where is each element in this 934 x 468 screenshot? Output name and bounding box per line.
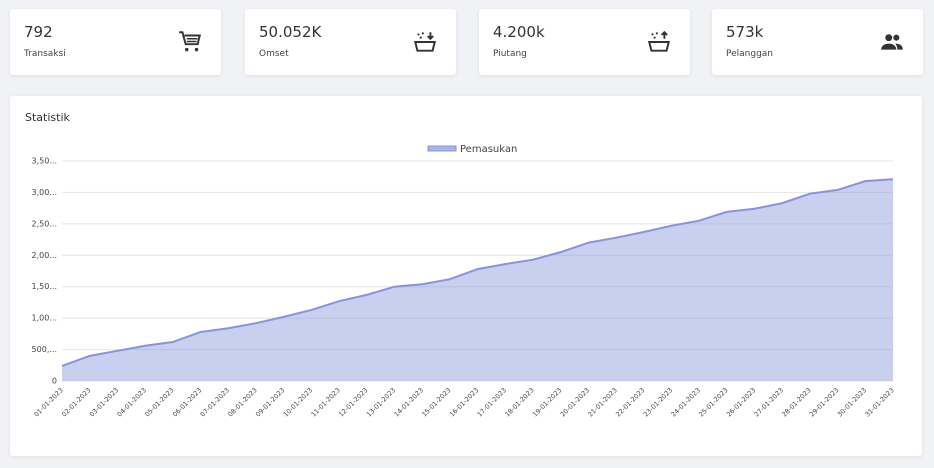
area: [62, 179, 893, 381]
stat-card[interactable]: 50.052K Omset: [245, 9, 456, 75]
y-tick-label: 2,00...: [32, 251, 57, 260]
stat-card[interactable]: 4.200k Piutang: [479, 9, 690, 75]
y-tick-label: 2,50...: [32, 219, 57, 228]
card-label: Pelanggan: [726, 49, 774, 59]
chart-title: Statistik: [25, 111, 71, 124]
card-label: Transaksi: [24, 49, 66, 59]
cart-icon: [179, 31, 201, 52]
y-tick-label: 0: [52, 377, 57, 386]
people-icon: [881, 34, 903, 50]
legend-swatch: [427, 145, 457, 152]
y-tick-label: 1,00...: [32, 314, 57, 323]
card-value: 573k: [726, 23, 764, 41]
card-value: 792: [24, 23, 53, 41]
chart: Statistik 0 500,... 1,00... 1,50... 2,00... 2…: [25, 111, 896, 419]
y-tick-label: 500,...: [32, 345, 57, 354]
x-tick-label: 31-01-2023: [863, 386, 895, 418]
card-label: Piutang: [493, 49, 527, 59]
legend-label: Pemasukan: [460, 144, 517, 155]
line: [61, 178, 894, 367]
y-tick-label: 1,50...: [32, 282, 57, 291]
card-value: 50.052K: [259, 23, 322, 41]
stat-card[interactable]: 573k Pelanggan: [712, 9, 923, 75]
card-label: Omset: [259, 49, 289, 59]
stat-card[interactable]: 792 Transaksi: [10, 9, 221, 75]
chart-panel: Statistik 0 500,... 1,00... 1,50... 2,00... 2…: [10, 96, 922, 456]
basket-out-icon: [648, 30, 670, 52]
basket-in-icon: [414, 32, 436, 52]
card-value: 4.200k: [493, 23, 545, 41]
y-tick-label: 3,50...: [32, 157, 57, 166]
y-tick-label: 3,00...: [32, 188, 57, 197]
